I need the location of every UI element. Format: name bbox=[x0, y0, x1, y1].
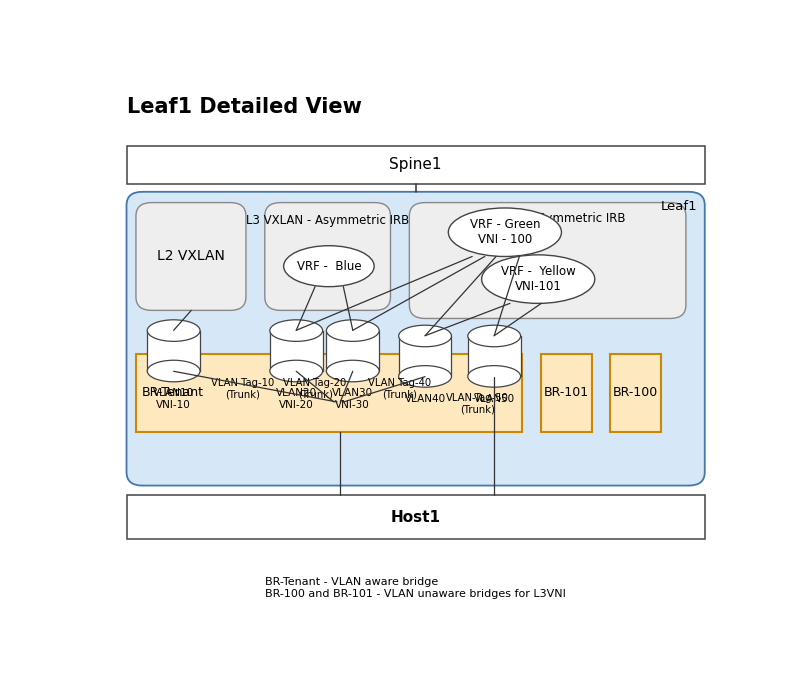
Text: VRF -  Yellow
VNI-101: VRF - Yellow VNI-101 bbox=[501, 265, 576, 293]
Bar bbox=[148, 330, 200, 371]
Bar bbox=[136, 354, 522, 432]
Text: VLAN Tag-10
(Trunk): VLAN Tag-10 (Trunk) bbox=[211, 378, 274, 399]
Text: BR-Tenant: BR-Tenant bbox=[141, 386, 204, 399]
Text: VLAN Tag-20
(Trunk): VLAN Tag-20 (Trunk) bbox=[284, 378, 346, 399]
Ellipse shape bbox=[448, 208, 561, 256]
Bar bbox=[468, 336, 521, 377]
Text: L2 VXLAN: L2 VXLAN bbox=[157, 249, 225, 263]
Text: Host1: Host1 bbox=[391, 510, 440, 525]
Ellipse shape bbox=[326, 320, 380, 342]
FancyBboxPatch shape bbox=[136, 202, 246, 310]
Text: VLAN10
VNI-10: VLAN10 VNI-10 bbox=[153, 389, 194, 410]
Bar bbox=[270, 330, 323, 371]
Ellipse shape bbox=[468, 365, 521, 387]
Ellipse shape bbox=[284, 246, 374, 287]
Bar bbox=[326, 330, 380, 371]
Text: VRF - Green
VNI - 100: VRF - Green VNI - 100 bbox=[470, 218, 540, 246]
Bar bbox=[542, 354, 591, 432]
Ellipse shape bbox=[399, 365, 452, 387]
FancyBboxPatch shape bbox=[127, 192, 705, 486]
Text: VLAN20
VNI-20: VLAN20 VNI-20 bbox=[276, 389, 317, 410]
FancyBboxPatch shape bbox=[410, 202, 686, 318]
Bar bbox=[127, 146, 705, 183]
Ellipse shape bbox=[326, 360, 380, 382]
Text: VLAN30
VNI-30: VLAN30 VNI-30 bbox=[333, 389, 373, 410]
Text: VLAN-Tag-50
(Trunk): VLAN-Tag-50 (Trunk) bbox=[446, 393, 508, 414]
Text: Leaf1 Detailed View: Leaf1 Detailed View bbox=[127, 97, 362, 118]
Text: BR-100: BR-100 bbox=[613, 386, 659, 399]
Text: BR-101: BR-101 bbox=[544, 386, 589, 399]
Ellipse shape bbox=[399, 326, 452, 346]
Bar bbox=[611, 354, 661, 432]
Text: VLAN40: VLAN40 bbox=[405, 393, 445, 404]
Text: Leaf1: Leaf1 bbox=[661, 200, 697, 213]
Bar bbox=[127, 496, 705, 540]
Ellipse shape bbox=[148, 320, 200, 342]
Text: L3 VXLAN - Symmetric IRB: L3 VXLAN - Symmetric IRB bbox=[470, 212, 626, 225]
Ellipse shape bbox=[468, 326, 521, 346]
Text: L3 VXLAN - Asymmetric IRB: L3 VXLAN - Asymmetric IRB bbox=[246, 214, 410, 228]
FancyBboxPatch shape bbox=[265, 202, 391, 310]
Bar bbox=[399, 336, 452, 377]
Text: VRF -  Blue: VRF - Blue bbox=[297, 260, 361, 273]
Ellipse shape bbox=[270, 320, 323, 342]
Ellipse shape bbox=[148, 360, 200, 382]
Text: BR-Tenant - VLAN aware bridge
BR-100 and BR-101 - VLAN unaware bridges for L3VNI: BR-Tenant - VLAN aware bridge BR-100 and… bbox=[265, 578, 566, 598]
Text: VLAN Tag-40
(Trunk): VLAN Tag-40 (Trunk) bbox=[368, 378, 431, 399]
Ellipse shape bbox=[482, 255, 594, 303]
Text: VLAN50: VLAN50 bbox=[474, 393, 515, 404]
Ellipse shape bbox=[270, 360, 323, 382]
Text: Spine1: Spine1 bbox=[389, 158, 442, 172]
